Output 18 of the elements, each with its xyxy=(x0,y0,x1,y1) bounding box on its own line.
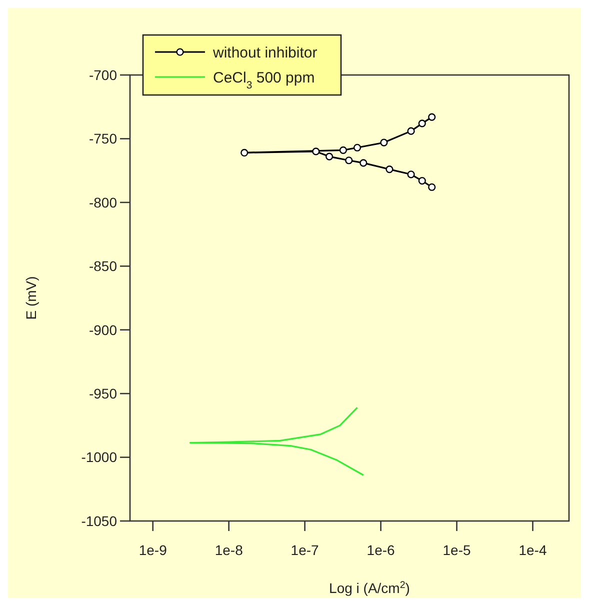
x-tick-label: 1e-8 xyxy=(214,542,244,558)
x-tick-label: 1e-4 xyxy=(518,542,547,558)
x-tick-label: 1e-7 xyxy=(290,542,320,558)
y-tick-label: -750 xyxy=(88,130,118,147)
y-tick-label: -1000 xyxy=(81,449,118,466)
x-tick-label: 1e-9 xyxy=(138,542,168,558)
y-tick-label: -900 xyxy=(88,322,118,338)
y-tick-label: -1050 xyxy=(81,512,118,529)
x-tick-label: 1e-5 xyxy=(442,542,471,558)
legend-label: without inhibitor xyxy=(212,44,318,62)
y-tick-label: -700 xyxy=(88,66,118,83)
legend-label: CeCl$_{3}$ 500 ppm xyxy=(213,69,315,92)
y-tick-label: -950 xyxy=(88,385,118,402)
x-axis-title: Log i (A/cm$^{2}$) xyxy=(329,580,410,596)
y-tick-label: -850 xyxy=(88,258,118,274)
y-tick-label: -800 xyxy=(88,194,118,210)
x-tick-label: 1e-6 xyxy=(366,542,396,558)
y-axis-title: E (mV) xyxy=(23,276,39,320)
